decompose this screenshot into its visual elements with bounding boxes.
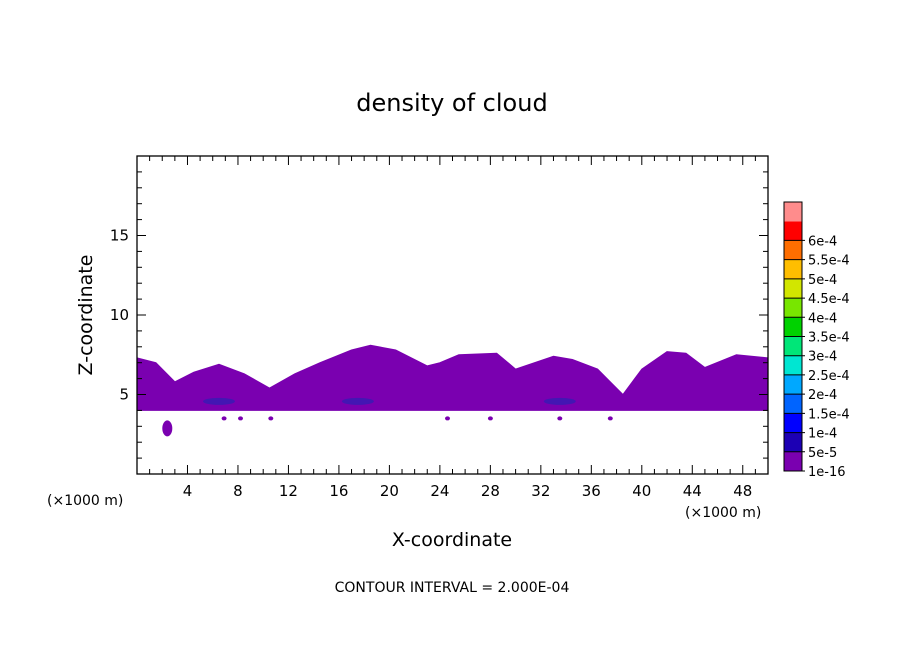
x-unit-label: (×1000 m) <box>685 505 761 521</box>
cloud-fragment <box>607 416 613 421</box>
colorbar: 1e-16 5e-5 1e-4 1.5e-4 2e-4 2.5e-4 3e-4 3.5e-4 4… <box>783 201 850 480</box>
colorbar-label: 1e-4 <box>808 427 837 442</box>
colorbar-swatch <box>784 336 802 357</box>
x-tick-label: 40 <box>632 482 651 500</box>
colorbar-swatch <box>784 278 802 299</box>
x-tick-label: 28 <box>481 482 500 500</box>
colorbar-label: 2e-4 <box>808 388 837 403</box>
colorbar-swatch <box>784 259 802 280</box>
x-tick-label: 36 <box>582 482 601 500</box>
colorbar-label: 5e-5 <box>808 446 837 461</box>
x-tick-label: 32 <box>531 482 550 500</box>
colorbar-label: 3e-4 <box>808 350 837 365</box>
y-tick-label: 15 <box>110 227 129 245</box>
colorbar-label: 2.5e-4 <box>808 369 850 384</box>
cloud-fragment <box>238 416 243 421</box>
colorbar-label: 4.5e-4 <box>808 292 850 307</box>
cloud-fragment <box>268 416 274 421</box>
colorbar-swatch <box>784 202 802 222</box>
chart-title: density of cloud <box>356 89 547 117</box>
colorbar-label: 1e-16 <box>808 465 846 480</box>
colorbar-label: 3.5e-4 <box>808 331 850 346</box>
colorbar-label: 5e-4 <box>808 273 837 288</box>
colorbar-swatch <box>784 413 802 433</box>
x-tick-label: 12 <box>279 482 298 500</box>
x-tick-label: 4 <box>183 482 193 500</box>
colorbar-label: 4e-4 <box>808 311 837 326</box>
colorbar-label: 6e-4 <box>808 234 837 249</box>
colorbar-swatch <box>784 355 802 376</box>
cloud-fragment <box>557 416 563 421</box>
x-tick-label: 16 <box>329 482 348 500</box>
x-tick-label: 48 <box>733 482 752 500</box>
x-tick-label: 8 <box>233 482 243 500</box>
cloud-fragment <box>221 416 227 421</box>
colorbar-label: 5.5e-4 <box>808 254 850 269</box>
x-axis-label: X-coordinate <box>392 529 512 551</box>
colorbar-swatch <box>784 221 802 241</box>
colorbar-swatch <box>784 451 802 472</box>
y-unit-label: (×1000 m) <box>47 493 123 509</box>
x-tick-label: 44 <box>683 482 702 500</box>
plot-frame <box>136 155 769 475</box>
cloud-layer <box>137 344 768 437</box>
colorbar-swatch <box>784 298 802 318</box>
dense-cloud-patch <box>203 397 235 405</box>
x-tick-label: 20 <box>380 482 399 500</box>
y-axis-label: Z-coordinate <box>75 255 97 376</box>
x-axis: 4 8 12 16 20 24 28 32 36 40 44 48 <box>149 156 756 500</box>
plot-area <box>137 344 768 437</box>
cloud-fragment <box>487 416 493 421</box>
y-axis: 5 10 15 <box>110 171 768 459</box>
dense-cloud-patch <box>341 397 374 405</box>
colorbar-swatch <box>784 432 802 453</box>
colorbar-swatch <box>784 374 802 395</box>
colorbar-label: 1.5e-4 <box>808 407 850 422</box>
y-tick-label: 10 <box>110 306 129 324</box>
y-tick-label: 5 <box>119 386 129 404</box>
cloud-fragment <box>162 420 173 437</box>
contour-interval-label: CONTOUR INTERVAL = 2.000E-04 <box>335 580 570 596</box>
colorbar-swatch <box>784 317 802 337</box>
cloud-fragment <box>445 416 450 421</box>
x-tick-label: 24 <box>430 482 449 500</box>
colorbar-swatch <box>784 240 802 260</box>
dense-cloud-patch <box>543 397 576 405</box>
cloud-contour-fill <box>137 344 768 411</box>
colorbar-swatch <box>784 394 802 414</box>
